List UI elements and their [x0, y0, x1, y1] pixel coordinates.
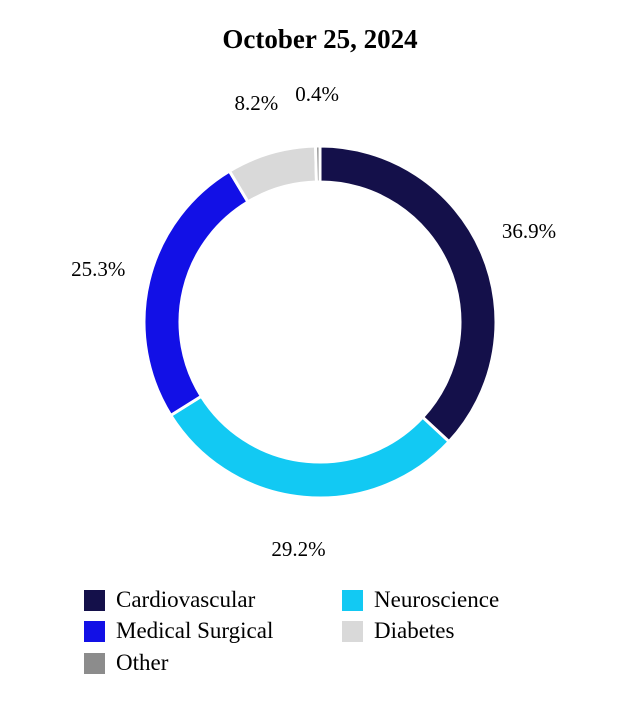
slice-medical-surgical — [142, 169, 251, 418]
legend-item-cardiovascular: Cardiovascular — [84, 586, 255, 614]
legend-swatch-cardiovascular — [84, 589, 105, 611]
legend-swatch-other — [84, 652, 105, 674]
legend-item-neuroscience: Neuroscience — [342, 586, 499, 614]
legend-swatch-neuroscience — [342, 589, 363, 611]
slice-cardiovascular — [318, 144, 498, 444]
data-label-medical-surgical: 25.3% — [71, 257, 125, 281]
legend-item-diabetes: Diabetes — [342, 617, 454, 645]
data-label-neuroscience: 29.2% — [271, 537, 325, 561]
legend-label-diabetes: Diabetes — [374, 618, 455, 643]
data-label-diabetes: 8.2% — [235, 91, 279, 115]
slice-diabetes — [227, 144, 319, 205]
donut-chart: 36.9% 29.2% 25.3% 8.2% 0.4% — [71, 82, 556, 561]
legend-label-medical-surgical: Medical Surgical — [116, 618, 274, 643]
chart-title: October 25, 2024 — [222, 24, 418, 54]
legend-label-cardiovascular: Cardiovascular — [116, 587, 256, 612]
legend-item-other: Other — [84, 649, 168, 677]
legend-item-medical-surgical: Medical Surgical — [84, 617, 273, 645]
legend-label-other: Other — [116, 650, 169, 675]
slice-other — [314, 144, 322, 184]
data-label-other: 0.4% — [295, 82, 339, 106]
data-label-cardiovascular: 36.9% — [502, 219, 556, 243]
legend-label-neuroscience: Neuroscience — [374, 587, 500, 612]
legend-swatch-diabetes — [342, 620, 363, 642]
slice-neuroscience — [168, 394, 452, 500]
legend-swatch-medical-surgical — [84, 620, 105, 642]
